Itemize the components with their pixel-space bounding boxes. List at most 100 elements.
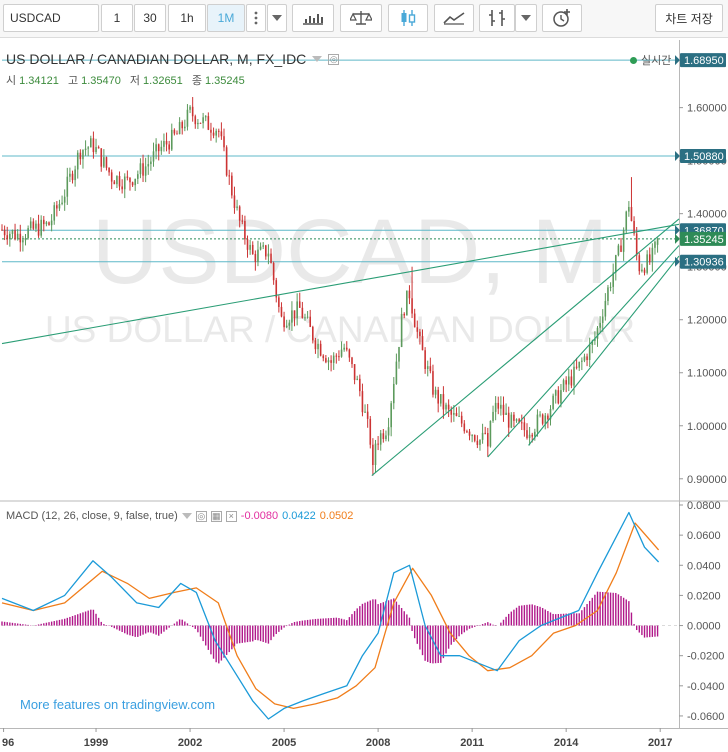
candle-body xyxy=(372,444,374,466)
candle-body xyxy=(515,419,518,421)
macd-legend: MACD (12, 26, close, 9, false, true) ◎ ▦… xyxy=(6,510,353,522)
candle-body xyxy=(338,356,340,358)
candle-body xyxy=(265,245,267,257)
macd-tick-label: 0.0800 xyxy=(687,500,721,512)
candle-body xyxy=(90,138,92,148)
tradingview-promo-link[interactable]: More features on tradingview.com xyxy=(20,697,216,712)
ohlc-legend: 시 1.34121 고 1.35470 저 1.32651 종 1.35245 xyxy=(6,72,251,88)
settings-icon[interactable]: ◎ xyxy=(328,53,340,65)
macd-format-icon[interactable]: ▦ xyxy=(210,510,222,522)
candle-body xyxy=(594,338,596,341)
candle-body xyxy=(567,376,570,385)
compare-scale-icon[interactable] xyxy=(340,4,382,32)
low-value: 1.32651 xyxy=(143,75,183,87)
bar-style-icon[interactable] xyxy=(292,4,334,32)
candle-body xyxy=(523,422,526,431)
level-label-pointer xyxy=(675,256,680,267)
candle-body xyxy=(489,420,492,447)
candle-body xyxy=(356,378,359,380)
candle-body xyxy=(536,414,539,432)
candle-body xyxy=(278,297,280,307)
candle-body xyxy=(16,233,19,239)
candle-body xyxy=(176,133,178,135)
candle-body xyxy=(520,422,523,424)
candle-body xyxy=(359,378,361,392)
candle-body xyxy=(304,317,306,319)
candle-body xyxy=(45,222,48,225)
interval-1-button[interactable]: 1 xyxy=(101,4,133,32)
candle-body xyxy=(562,380,565,391)
candle-body xyxy=(215,130,217,136)
candle-body xyxy=(466,431,468,433)
interval-30-button[interactable]: 30 xyxy=(134,4,166,32)
candle-body xyxy=(191,106,194,117)
macd-tick-label: 0.0200 xyxy=(687,590,721,602)
candle-body xyxy=(408,290,411,299)
candle-body xyxy=(526,430,528,439)
price-tick-label: 1.00000 xyxy=(687,421,727,433)
trend-line xyxy=(528,255,680,446)
watermark-symbol: USDCAD, M xyxy=(92,201,608,303)
candle-body xyxy=(385,435,387,440)
candle-body xyxy=(518,419,520,423)
candle-body xyxy=(654,241,656,248)
candle-body xyxy=(87,147,89,149)
price-tick-label: 1.10000 xyxy=(687,368,727,380)
candle-body xyxy=(42,219,45,225)
candle-body xyxy=(100,148,103,167)
candle-body xyxy=(641,269,643,272)
candle-body xyxy=(607,287,609,301)
alert-clock-icon[interactable] xyxy=(542,4,582,32)
candle-body xyxy=(301,307,304,318)
price-tick-label: 0.90000 xyxy=(687,474,727,486)
candle-body xyxy=(147,164,150,167)
interval-1m-button[interactable]: 1M xyxy=(207,4,245,32)
legend-dropdown-icon[interactable] xyxy=(312,56,323,62)
candle-body xyxy=(50,220,53,226)
chart-background xyxy=(0,39,728,752)
candle-body xyxy=(225,147,228,176)
candle-body xyxy=(1,229,3,231)
indicator-icon[interactable] xyxy=(479,4,515,32)
candle-body xyxy=(392,383,395,404)
candle-body xyxy=(494,402,497,412)
candle-body xyxy=(189,106,191,110)
macd-tick-label: -0.0600 xyxy=(687,711,724,723)
level-label-bg xyxy=(680,254,726,269)
candle-body xyxy=(502,404,505,415)
time-tick-label: 2005 xyxy=(272,737,296,749)
macd-tick-label: -0.0200 xyxy=(687,651,724,663)
candle-body xyxy=(421,336,424,351)
candle-body xyxy=(9,233,11,240)
candlestick-icon[interactable] xyxy=(388,4,428,32)
macd-dropdown-icon[interactable] xyxy=(181,513,192,519)
chart-save-button[interactable]: 차트 저장 xyxy=(655,4,723,32)
macd-line xyxy=(1,511,660,720)
candle-body xyxy=(275,280,278,298)
candle-body xyxy=(364,411,366,413)
indicator-dropdown-caret-icon[interactable] xyxy=(515,4,537,32)
candle-body xyxy=(633,220,635,234)
symbol-legend-title: US DOLLAR / CANADIAN DOLLAR, M, FX_IDC xyxy=(6,51,307,67)
price-tick-label: 1.60000 xyxy=(687,103,727,115)
candle-body xyxy=(291,310,293,323)
line-style-icon[interactable] xyxy=(434,4,474,32)
candle-body xyxy=(186,109,189,127)
dropdown-caret-icon[interactable] xyxy=(267,4,287,32)
more-vertical-icon[interactable] xyxy=(246,4,266,32)
candle-body xyxy=(296,301,298,319)
candle-body xyxy=(476,440,479,445)
candle-body xyxy=(97,147,100,149)
candle-body xyxy=(377,443,379,445)
candle-body xyxy=(541,414,544,424)
open-label: 시 xyxy=(6,75,17,87)
candle-body xyxy=(583,356,586,361)
macd-settings-icon[interactable]: ◎ xyxy=(195,510,207,522)
interval-1h-button[interactable]: 1h xyxy=(168,4,206,32)
macd-close-icon[interactable]: × xyxy=(225,510,237,522)
open-value: 1.34121 xyxy=(19,75,59,87)
symbol-search-input[interactable]: USDCAD xyxy=(3,4,99,32)
candle-body xyxy=(197,122,199,125)
candle-body xyxy=(455,412,458,416)
